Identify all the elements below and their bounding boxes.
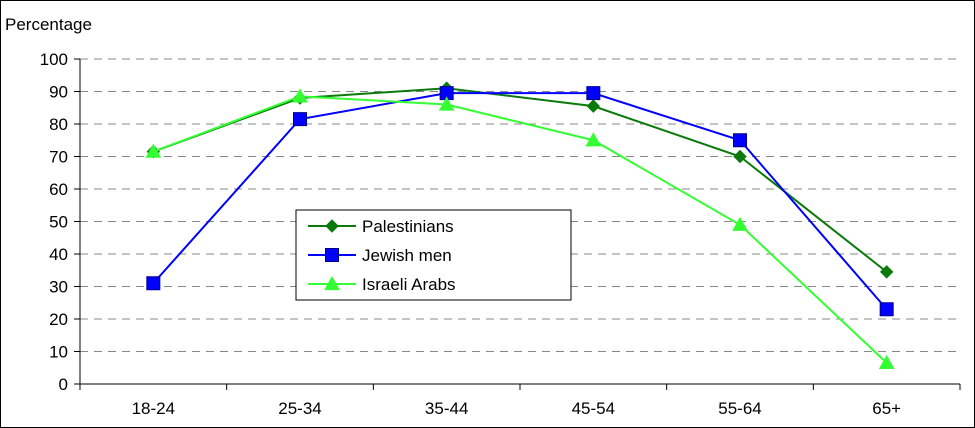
axes	[74, 58, 961, 390]
x-tick-label: 18-24	[132, 399, 175, 418]
legend: Palestinians Jewish men Israeli Arabs	[295, 209, 572, 301]
y-tick-label: 40	[49, 245, 68, 264]
legend-entry: Jewish men	[308, 246, 452, 265]
y-tick-label: 20	[49, 310, 68, 329]
series-jewish-men	[146, 86, 894, 317]
y-axis-label: Percentage	[5, 15, 92, 34]
data-point	[585, 132, 602, 147]
y-tick-labels: 0 10 20 30 40 50 60 70 80 90 100	[40, 50, 68, 394]
legend-entry: Israeli Arabs	[308, 275, 456, 294]
series-lines	[145, 81, 895, 369]
y-tick-label: 0	[59, 375, 68, 394]
data-point	[586, 99, 601, 113]
y-tick-label: 70	[49, 148, 68, 167]
legend-swatch-marker	[324, 275, 340, 291]
y-tick-label: 60	[49, 180, 68, 199]
y-tick-label: 30	[49, 278, 68, 297]
x-tick-label: 25-34	[278, 399, 321, 418]
data-point	[879, 302, 894, 317]
legend-label: Jewish men	[362, 246, 452, 265]
y-tick-label: 10	[49, 343, 68, 362]
x-tick-label: 55-64	[718, 399, 761, 418]
legend-label: Israeli Arabs	[362, 275, 456, 294]
y-tick-label: 90	[49, 83, 68, 102]
legend-swatch-marker	[325, 219, 339, 233]
data-point	[732, 216, 748, 231]
series-israeli-arabs	[145, 88, 895, 369]
series-line	[152, 92, 888, 310]
x-tick-label: 35-44	[425, 399, 468, 418]
data-point	[146, 276, 161, 291]
legend-swatch-marker	[325, 248, 339, 262]
y-tick-label: 50	[49, 213, 68, 232]
y-tick-label: 100	[40, 50, 68, 69]
data-point	[438, 96, 455, 111]
x-tick-label: 65+	[872, 399, 901, 418]
legend-entry: Palestinians	[308, 217, 454, 236]
data-point	[733, 149, 747, 164]
x-tick-label: 45-54	[572, 399, 615, 418]
data-point	[292, 88, 308, 103]
y-tick-label: 80	[49, 115, 68, 134]
x-tick-labels: 18-24 25-34 35-44 45-54 55-64 65+	[132, 399, 902, 418]
data-point	[293, 112, 307, 127]
data-point	[733, 133, 747, 148]
data-point	[879, 265, 894, 279]
series-line	[152, 95, 888, 364]
series-line	[152, 87, 888, 273]
data-point	[586, 86, 601, 101]
data-point	[878, 354, 895, 369]
legend-label: Palestinians	[362, 217, 454, 236]
data-point	[145, 143, 162, 158]
